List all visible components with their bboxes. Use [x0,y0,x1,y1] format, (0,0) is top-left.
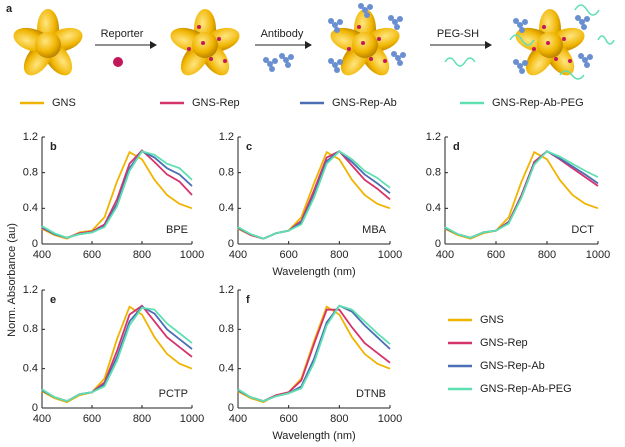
x-tick-label: 800 [133,249,151,261]
y-tick-label: 0.4 [23,202,38,214]
step-label: Antibody [261,28,304,40]
panel-label: DTNB [356,388,386,400]
y-tick-label: 0.4 [23,363,38,375]
schematic: a Reporter Antibody PEG-SH [6,3,615,81]
y-tick-label: 1.2 [219,131,234,143]
y-tick-label: 1.2 [219,284,234,296]
legend-label: GNS-Rep-Ab-PEG [480,383,572,395]
data-line: GNS-Rep [41,304,193,403]
x-tick-label: 400 [33,413,51,425]
panel-letter: d [453,141,460,153]
legend-label: GNS-Rep [480,337,528,349]
panel-label: PCTP [159,388,188,400]
panel-letter: b [50,141,57,153]
x-tick-label: 600 [279,249,297,261]
x-tick-label: 1000 [378,249,402,261]
step-label: Reporter [101,28,144,40]
data-line: GNS-Rep-Ab-PEG [41,150,193,239]
x-tick-label: 800 [538,249,556,261]
legend-label: GNS-Rep-Ab [332,97,397,109]
data-line: GNS [237,305,391,404]
x-tick-label: 1000 [586,249,610,261]
y-tick-label: 0 [32,238,38,250]
y-tick-label: 0.8 [219,167,234,179]
y-tick-label: 0 [435,238,441,250]
x-axis-label: Wavelength (nm) [272,266,355,278]
panel-letter: a [6,3,13,15]
legend-label: GNS-Rep-Ab [480,360,545,372]
y-tick-label: 0.4 [219,363,234,375]
x-tick-label: 400 [33,249,51,261]
x-tick-label: 600 [487,249,505,261]
y-axis-label: Norm. Absorbance (au) [6,223,18,337]
data-line: GNS [41,305,193,404]
x-tick-label: 1000 [180,413,204,425]
legend-label: GNS [480,314,504,326]
y-tick-label: 1.2 [426,131,441,143]
x-tick-label: 1000 [180,249,204,261]
data-line: GNS-Rep-Ab [237,304,391,403]
y-tick-label: 0 [228,238,234,250]
y-tick-label: 0.8 [23,167,38,179]
x-tick-label: 600 [83,413,101,425]
y-tick-label: 0.8 [23,323,38,335]
x-tick-label: 600 [279,413,297,425]
x-tick-label: 600 [83,249,101,261]
y-tick-label: 0.8 [426,167,441,179]
y-tick-label: 0 [32,402,38,414]
y-tick-label: 0 [228,402,234,414]
x-tick-label: 800 [330,413,348,425]
x-tick-label: 400 [229,413,247,425]
x-tick-label: 400 [436,249,454,261]
panel-letter: f [246,294,250,306]
panel-label: MBA [362,224,387,236]
data-line: GNS-Rep-Ab-PEG [237,304,391,403]
panel-letter: c [246,141,252,153]
data-line: GNS-Rep-Ab-PEG [41,306,193,403]
x-tick-label: 400 [229,249,247,261]
y-tick-label: 0.8 [219,323,234,335]
step-label: PEG-SH [437,28,479,40]
y-tick-label: 0.4 [219,202,234,214]
x-tick-label: 800 [133,413,151,425]
panel-letter: e [50,294,56,306]
x-axis-label: Wavelength (nm) [272,430,355,442]
x-tick-label: 1000 [378,413,402,425]
legend-label: GNS-Rep [192,97,240,109]
panel-label: DCT [571,224,594,236]
y-tick-label: 1.2 [23,131,38,143]
y-tick-label: 1.2 [23,284,38,296]
data-line: GNS-Rep-Ab-PEG [237,150,391,240]
legend-label: GNS-Rep-Ab-PEG [492,97,584,109]
y-tick-label: 0.4 [426,202,441,214]
x-tick-label: 800 [330,249,348,261]
data-line: GNS-Rep-Ab-PEG [444,150,599,239]
panel-label: BPE [166,224,188,236]
legend-label: GNS [52,97,76,109]
